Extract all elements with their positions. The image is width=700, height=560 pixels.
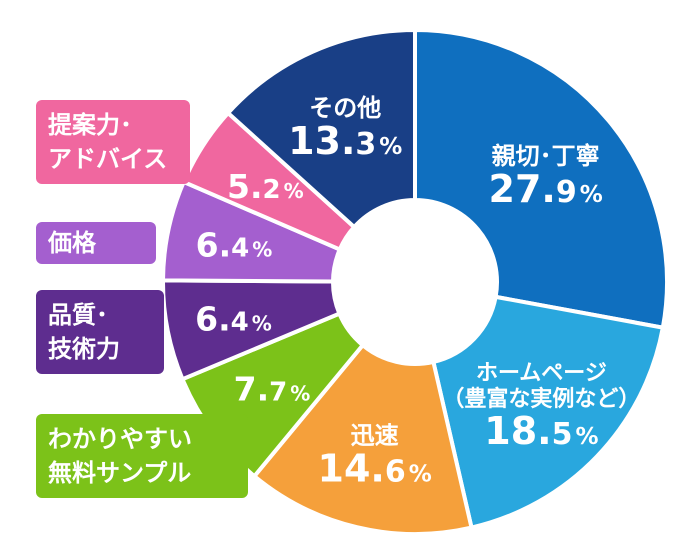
- callout-label-line-2: 無料サンプル: [48, 459, 192, 487]
- slice-value: 27.9%: [489, 167, 603, 211]
- slice-label: ホームページ: [476, 361, 607, 386]
- slice-value: 7.7%: [234, 369, 311, 408]
- callout-free-samples: わかりやすい 無料サンプル: [36, 414, 248, 498]
- slice-label: （豊富な実例など）: [442, 386, 640, 412]
- callout-price: 価格: [36, 222, 156, 264]
- slice-value: 14.6%: [318, 446, 432, 490]
- donut-slice: [430, 294, 666, 530]
- callout-label-line-1: わかりやすい: [48, 425, 192, 453]
- slice-value: 5.2%: [227, 167, 304, 206]
- callout-label-line-1: 価格: [48, 229, 96, 257]
- donut-slice: [413, 27, 669, 330]
- callout-label-line-1: 提案力･: [48, 111, 132, 139]
- slice-label: 親切･丁寧: [492, 142, 600, 170]
- donut-slice: [225, 27, 417, 230]
- slice-value: 18.5%: [484, 409, 598, 453]
- slice-value: 13.3%: [288, 119, 402, 163]
- callout-label-line-2: アドバイス: [48, 145, 168, 173]
- callout-suggestion-advice: 提案力･ アドバイス: [36, 100, 190, 184]
- callout-label-line-1: 品質･: [48, 301, 108, 329]
- callout-quality-technique: 品質･ 技術力: [36, 290, 164, 374]
- slice-value: 6.4%: [195, 299, 272, 338]
- slice-value: 6.4%: [196, 225, 273, 264]
- slice-label: その他: [309, 94, 381, 122]
- callout-label-line-2: 技術力: [48, 335, 120, 363]
- donut-slice: [251, 342, 474, 536]
- slice-label: 迅速: [351, 421, 399, 449]
